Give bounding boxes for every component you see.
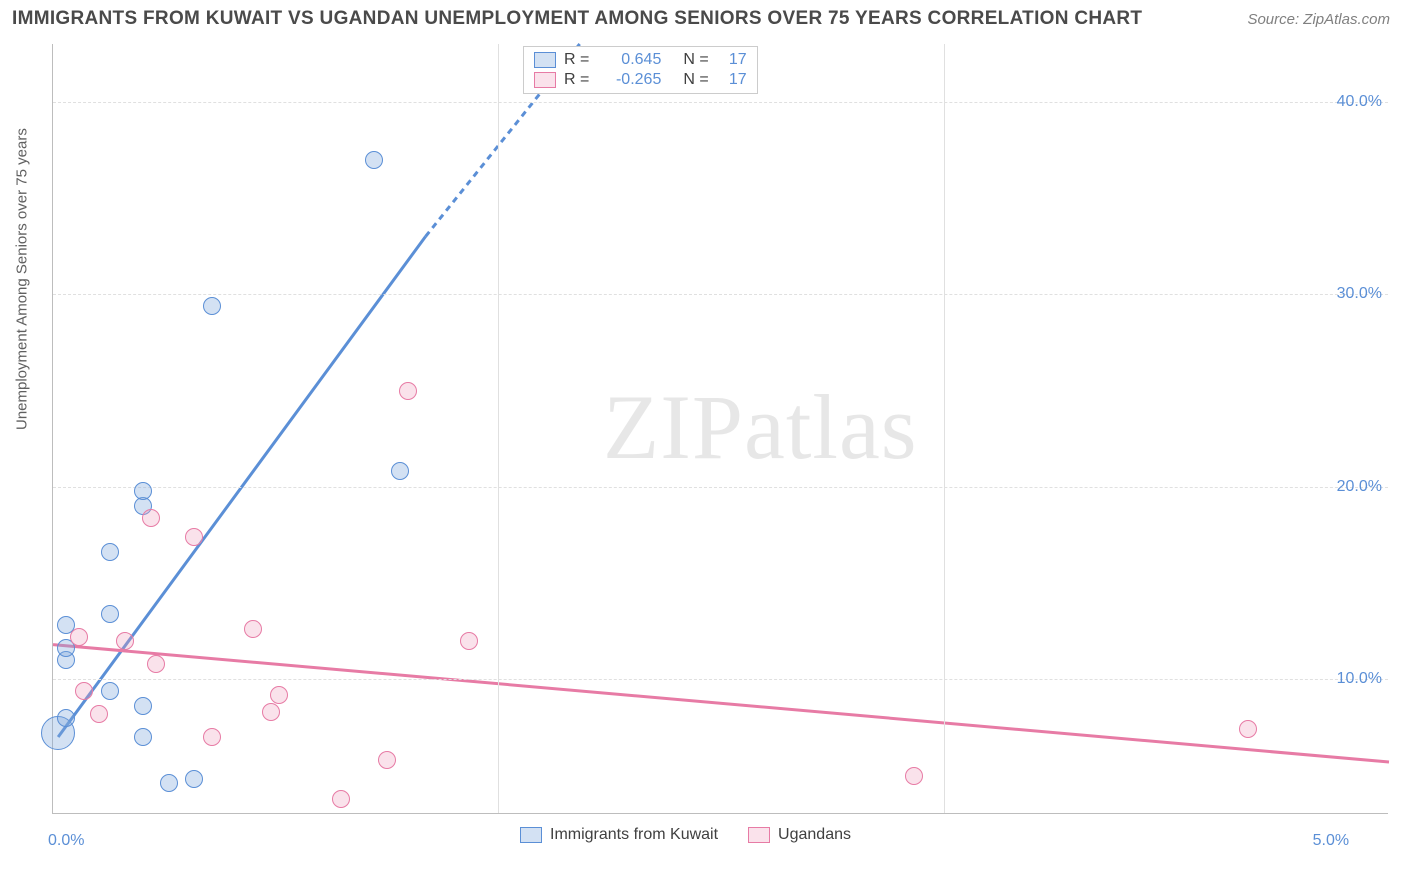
legend-row: R = 0.645 N = 17 (534, 51, 747, 69)
data-point (185, 770, 203, 788)
title-bar: IMMIGRANTS FROM KUWAIT VS UGANDAN UNEMPL… (0, 0, 1406, 34)
legend-series-name: Immigrants from Kuwait (550, 826, 718, 844)
x-tick-label: 0.0% (48, 832, 84, 850)
gridline-horizontal (53, 679, 1388, 680)
legend-row: R = -0.265 N = 17 (534, 71, 747, 89)
data-point (391, 462, 409, 480)
data-point (460, 632, 478, 650)
plot-area: ZIPatlas R =0.645N =17R =-0.265N =17 10.… (52, 44, 1388, 814)
legend-swatch (534, 52, 556, 68)
legend-item: Immigrants from Kuwait (520, 826, 718, 844)
data-point (90, 705, 108, 723)
x-tick-label: 5.0% (1313, 832, 1349, 850)
data-point (142, 509, 160, 527)
y-tick-label: 40.0% (1337, 93, 1382, 111)
data-point (332, 790, 350, 808)
data-point (134, 728, 152, 746)
legend-item: Ugandans (748, 826, 851, 844)
legend-n-label: N = (683, 51, 708, 69)
correlation-legend: R = 0.645 N = 17 R = -0.265 N = 17 (523, 46, 758, 94)
data-point (203, 728, 221, 746)
data-point (905, 767, 923, 785)
data-point (57, 709, 75, 727)
legend-n-value: 17 (717, 51, 747, 69)
data-point (378, 751, 396, 769)
data-point (270, 686, 288, 704)
data-point (203, 297, 221, 315)
data-point (399, 382, 417, 400)
gridline-vertical (944, 44, 945, 813)
data-point (101, 605, 119, 623)
data-point (75, 682, 93, 700)
y-tick-label: 20.0% (1337, 478, 1382, 496)
gridline-horizontal (53, 294, 1388, 295)
legend-swatch (534, 72, 556, 88)
legend-r-value: -0.265 (597, 71, 661, 89)
y-tick-label: 10.0% (1337, 670, 1382, 688)
legend-n-label: N = (683, 71, 708, 89)
y-axis-title: Unemployment Among Seniors over 75 years (14, 128, 31, 430)
source-attribution: Source: ZipAtlas.com (1247, 11, 1390, 28)
data-point (185, 528, 203, 546)
y-tick-label: 30.0% (1337, 285, 1382, 303)
data-point (101, 543, 119, 561)
trend-lines-layer (53, 44, 1388, 813)
chart-title: IMMIGRANTS FROM KUWAIT VS UGANDAN UNEMPL… (12, 8, 1142, 30)
data-point (134, 697, 152, 715)
legend-swatch (520, 827, 542, 843)
data-point (147, 655, 165, 673)
series-legend: Immigrants from Kuwait Ugandans (520, 826, 851, 844)
legend-swatch (748, 827, 770, 843)
legend-series-name: Ugandans (778, 826, 851, 844)
data-point (70, 628, 88, 646)
data-point (134, 482, 152, 500)
trend-line (53, 645, 1389, 762)
legend-r-label: R = (564, 71, 589, 89)
gridline-horizontal (53, 487, 1388, 488)
legend-r-label: R = (564, 51, 589, 69)
data-point (262, 703, 280, 721)
data-point (160, 774, 178, 792)
legend-n-value: 17 (717, 71, 747, 89)
gridline-horizontal (53, 102, 1388, 103)
data-point (101, 682, 119, 700)
data-point (244, 620, 262, 638)
legend-r-value: 0.645 (597, 51, 661, 69)
data-point (1239, 720, 1257, 738)
data-point (365, 151, 383, 169)
gridline-vertical (498, 44, 499, 813)
data-point (116, 632, 134, 650)
